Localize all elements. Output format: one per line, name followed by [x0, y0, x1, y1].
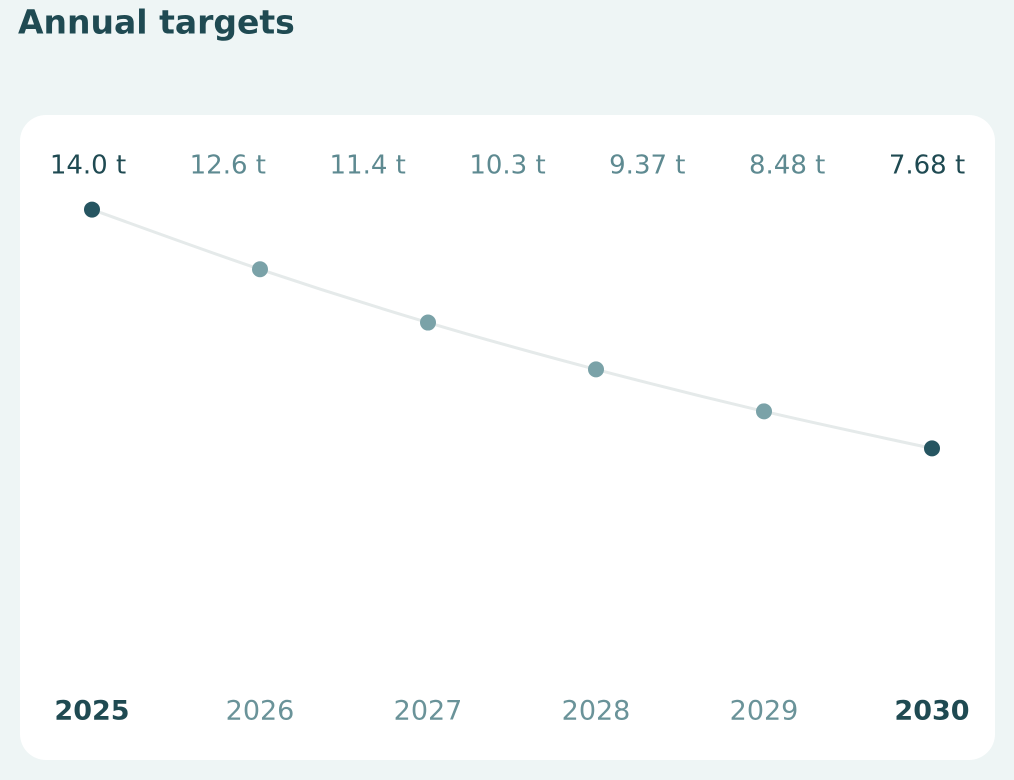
target-label: 11.4 t: [329, 151, 405, 181]
x-tick-label: 2029: [730, 696, 799, 727]
x-tick-label: 2027: [394, 696, 463, 727]
point: [252, 261, 268, 278]
target-label: 7.68 t: [889, 151, 965, 181]
target-label: 12.6 t: [190, 151, 266, 181]
point: [420, 314, 436, 331]
point: [84, 201, 100, 218]
x-tick-label: 2028: [562, 696, 631, 727]
point: [588, 361, 604, 378]
point: [924, 440, 940, 457]
x-tick-label: 2026: [226, 696, 295, 727]
x-tick-label: 2030: [894, 696, 969, 727]
target-label: 14.0 t: [50, 151, 126, 181]
chart-title: Annual targets: [18, 3, 295, 42]
target-label: 10.3 t: [469, 151, 545, 181]
line: [91, 208, 933, 450]
x-tick-label: 2025: [54, 696, 129, 727]
target-label: 9.37 t: [609, 151, 685, 181]
point: [756, 403, 772, 420]
target-label: 8.48 t: [749, 151, 825, 181]
card: [20, 115, 995, 760]
